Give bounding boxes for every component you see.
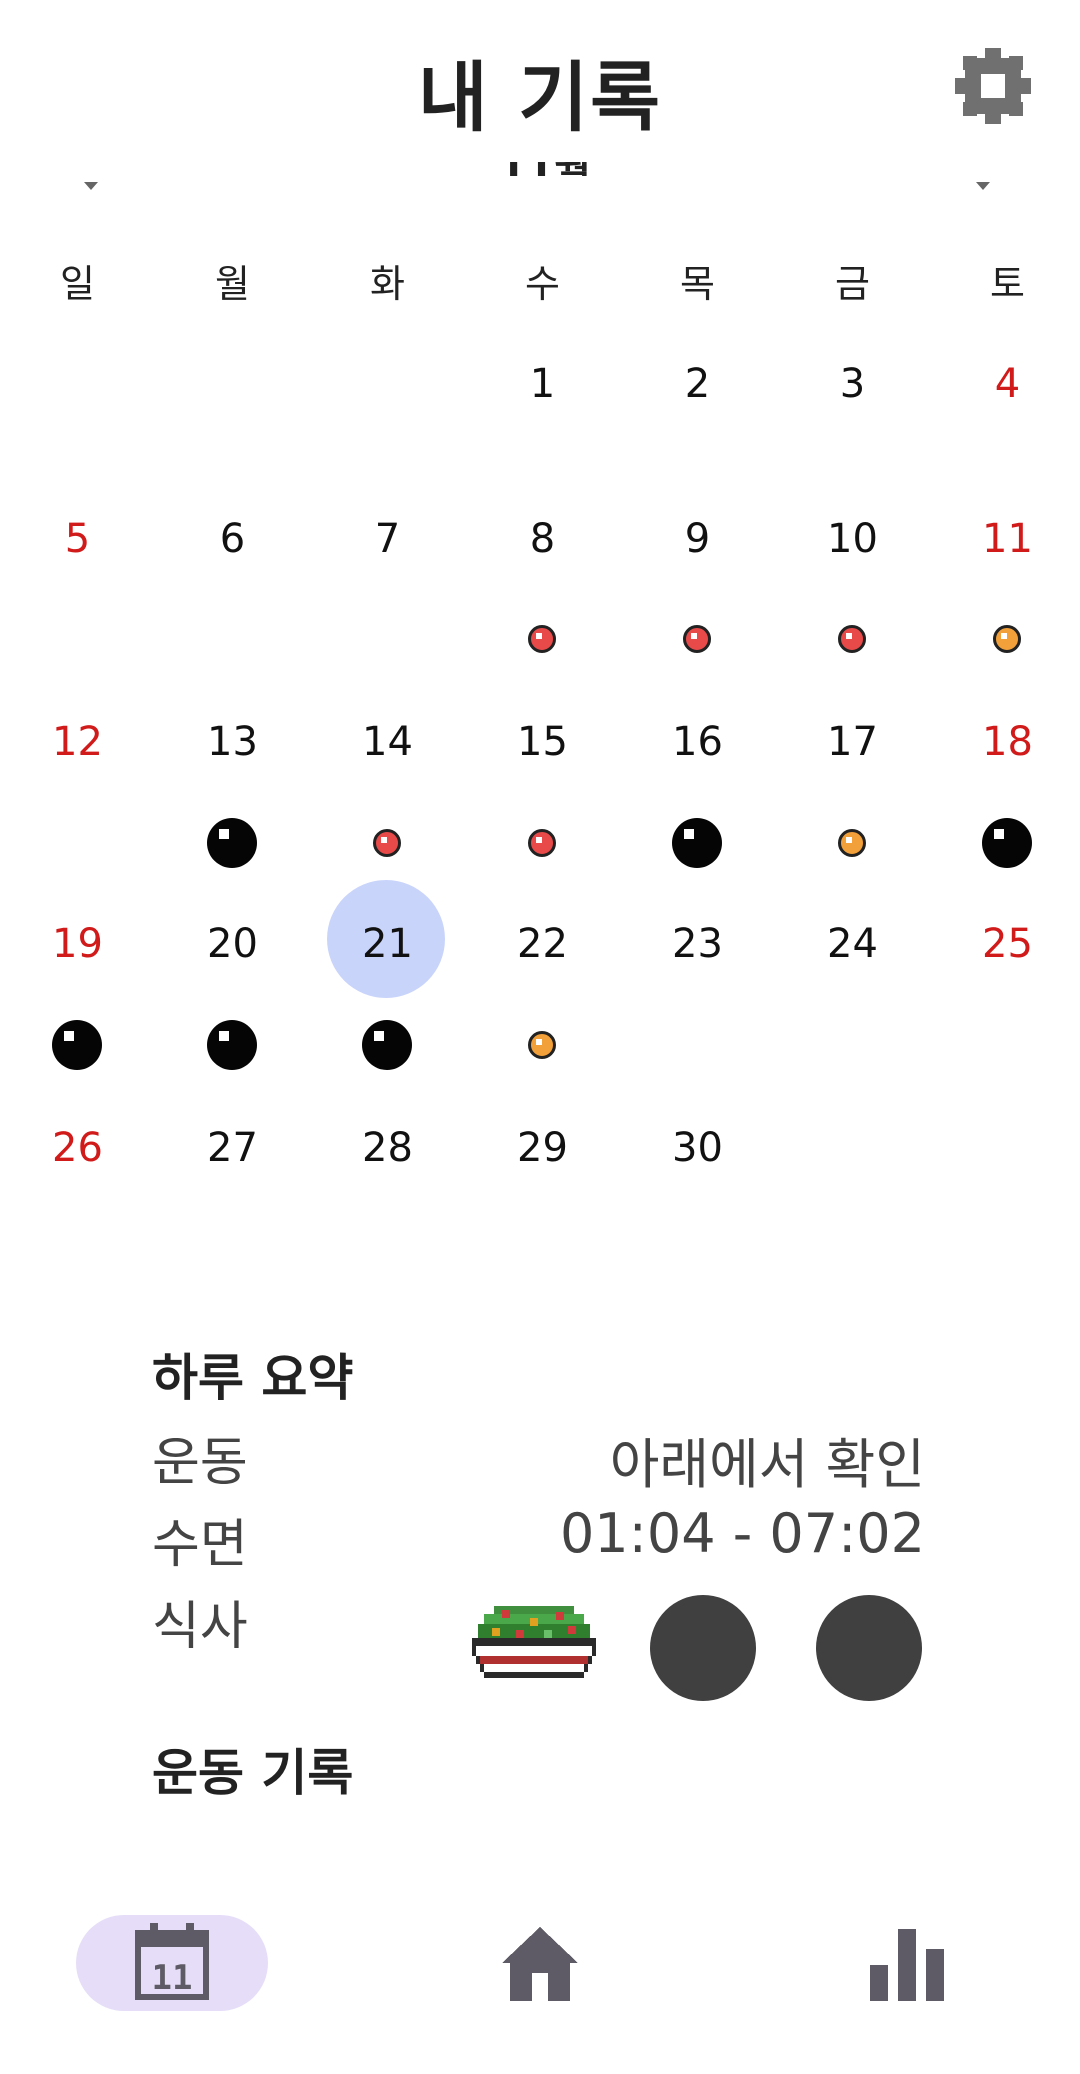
selected-day-highlight [327, 880, 445, 998]
calendar-day[interactable]: 8 [529, 516, 556, 562]
day-marker-black-icon [672, 818, 722, 868]
calendar-day[interactable]: 30 [672, 1125, 723, 1171]
prev-month-caret-icon[interactable] [84, 182, 98, 190]
calendar-day[interactable]: 26 [52, 1125, 103, 1171]
calendar-icon-day: 11 [152, 1958, 193, 1998]
calendar-day[interactable]: 16 [672, 719, 723, 765]
app-header: 내 기록 [0, 0, 1080, 170]
day-marker-orange-icon [528, 1031, 556, 1059]
calendar-day[interactable]: 19 [52, 921, 103, 967]
stats-icon[interactable] [860, 1915, 956, 2011]
sleep-label: 수면 [152, 1515, 248, 1575]
calendar-day[interactable]: 22 [517, 921, 568, 967]
meal-label: 식사 [152, 1597, 248, 1657]
calendar-day[interactable]: 3 [839, 361, 866, 407]
calendar-day[interactable]: 25 [982, 921, 1033, 967]
exercise-label: 운동 [152, 1433, 248, 1493]
calendar-icon[interactable]: 11 [124, 1915, 220, 2011]
calendar-day[interactable]: 9 [684, 516, 711, 562]
month-selector[interactable]: 11월 [0, 160, 1080, 200]
calendar-day[interactable]: 20 [207, 921, 258, 967]
calendar-day[interactable]: 2 [684, 361, 711, 407]
weekday-fri: 금 [835, 262, 870, 306]
exercise-value: 아래에서 확인 [609, 1433, 925, 1496]
calendar-day[interactable]: 1 [529, 361, 556, 407]
salad-icon[interactable] [472, 1600, 596, 1692]
calendar-day[interactable]: 15 [517, 719, 568, 765]
day-marker-red-icon [683, 625, 711, 653]
calendar-day[interactable]: 24 [827, 921, 878, 967]
calendar-day[interactable]: 7 [374, 516, 401, 562]
day-marker-black-icon [207, 818, 257, 868]
calendar-day[interactable]: 13 [207, 719, 258, 765]
calendar-day[interactable]: 17 [827, 719, 878, 765]
next-month-caret-icon[interactable] [976, 182, 990, 190]
day-marker-red-icon [373, 829, 401, 857]
calendar-day[interactable]: 5 [64, 516, 91, 562]
home-icon[interactable] [492, 1915, 588, 2011]
calendar-day[interactable]: 27 [207, 1125, 258, 1171]
day-marker-red-icon [838, 625, 866, 653]
weekday-thu: 목 [680, 262, 715, 306]
calendar-day[interactable]: 23 [672, 921, 723, 967]
weekday-sat: 토 [990, 262, 1025, 306]
weekday-sun: 일 [60, 262, 95, 306]
day-marker-red-icon [528, 625, 556, 653]
bottom-nav: 11 [0, 1900, 1080, 2074]
calendar-day[interactable]: 18 [982, 719, 1033, 765]
day-marker-orange-icon [838, 829, 866, 857]
calendar-day[interactable]: 29 [517, 1125, 568, 1171]
workout-log-title: 운동 기록 [152, 1744, 354, 1802]
month-label: 11월 [480, 162, 610, 176]
sleep-value: 01:04 - 07:02 [559, 1502, 925, 1565]
daily-summary-title: 하루 요약 [152, 1349, 354, 1407]
weekday-mon: 월 [215, 262, 250, 306]
day-marker-black-icon [362, 1020, 412, 1070]
day-marker-orange-icon [993, 625, 1021, 653]
calendar-day[interactable]: 14 [362, 719, 413, 765]
calendar-day[interactable]: 28 [362, 1125, 413, 1171]
day-marker-black-icon [207, 1020, 257, 1070]
calendar-day[interactable]: 10 [827, 516, 878, 562]
day-marker-black-icon [982, 818, 1032, 868]
calendar-day[interactable]: 11 [982, 516, 1033, 562]
calendar-day[interactable]: 6 [219, 516, 246, 562]
settings-gear-icon[interactable] [955, 48, 1031, 124]
weekday-tue: 화 [370, 262, 405, 306]
weekday-wed: 수 [525, 262, 560, 306]
calendar-day-selected[interactable]: 21 [362, 921, 413, 967]
day-marker-black-icon [52, 1020, 102, 1070]
calendar-day[interactable]: 4 [994, 361, 1021, 407]
page-title: 내 기록 [417, 53, 663, 142]
day-marker-red-icon [528, 829, 556, 857]
empty-meal-icon[interactable] [816, 1595, 922, 1701]
calendar-day[interactable]: 12 [52, 719, 103, 765]
empty-meal-icon[interactable] [650, 1595, 756, 1701]
